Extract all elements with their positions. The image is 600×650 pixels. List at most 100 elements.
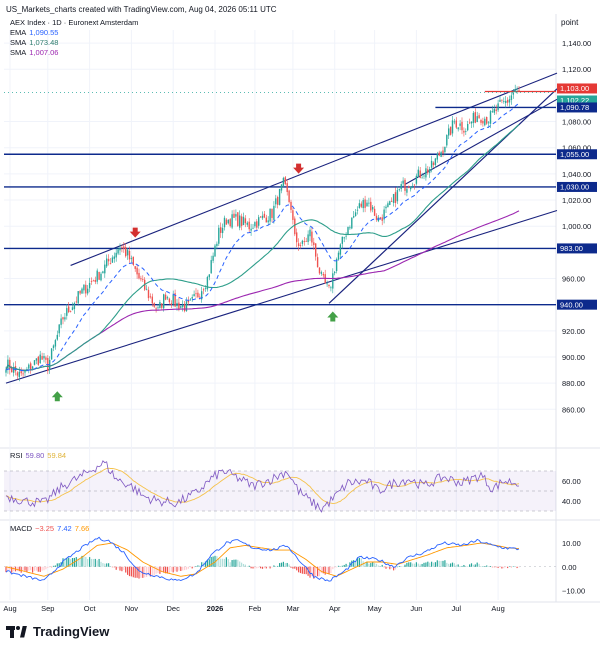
macd-histogram-bar xyxy=(191,566,193,569)
macd-signal-value: 7.66 xyxy=(74,524,90,533)
macd-histogram-bar xyxy=(39,566,41,572)
macd-histogram-bar xyxy=(518,566,520,568)
candle-body xyxy=(33,360,36,365)
candle-body xyxy=(12,367,15,373)
macd-histogram-bar xyxy=(296,566,298,571)
macd-histogram-bar xyxy=(121,566,123,572)
rsi-ma-line xyxy=(5,467,520,505)
moving-averages xyxy=(5,102,520,372)
candle-body xyxy=(442,150,444,154)
candle-body xyxy=(315,243,317,257)
candle-body xyxy=(373,208,376,216)
macd-histogram-bar xyxy=(313,566,315,579)
macd-y-tick-label: 10.00 xyxy=(562,539,581,548)
channel-lower-line xyxy=(5,209,558,384)
candle-body xyxy=(468,122,471,124)
candle-body xyxy=(87,288,89,294)
x-tick-label: Jun xyxy=(410,604,422,613)
candle-body xyxy=(461,121,463,131)
candle-body xyxy=(444,146,446,153)
macd-histogram-bar xyxy=(298,566,300,573)
macd-histogram-bar xyxy=(138,566,140,579)
macd-histogram-bar xyxy=(347,565,349,567)
macd-histogram-bar xyxy=(111,566,113,568)
y-tick-label: 900.00 xyxy=(562,353,585,362)
candle-body xyxy=(182,304,184,307)
candle-body xyxy=(406,188,408,193)
candle-body xyxy=(151,296,153,304)
candle-body xyxy=(472,112,475,123)
candle-body xyxy=(455,120,457,128)
macd-histogram-bar xyxy=(396,566,398,568)
macd-histogram-bar xyxy=(282,561,284,567)
candle-body xyxy=(313,242,315,246)
macd-histogram-bar xyxy=(265,566,267,569)
candle-body xyxy=(206,276,209,290)
candle-body xyxy=(385,206,387,209)
candle-body xyxy=(360,203,362,207)
macd-histogram-bar xyxy=(115,566,117,570)
candle-body xyxy=(5,370,7,373)
macd-histogram-bar xyxy=(193,566,195,568)
macd-histogram-bar xyxy=(343,564,345,567)
support-trendline xyxy=(328,88,558,304)
macd-histogram-bar xyxy=(305,566,307,575)
macd-histogram-bar xyxy=(123,566,125,571)
candle-body xyxy=(208,274,210,278)
macd-histogram-bar xyxy=(229,562,231,567)
price-label-bg xyxy=(557,102,597,113)
macd-histogram-bar xyxy=(356,558,359,567)
macd-histogram-bar xyxy=(70,559,72,567)
macd-histogram-bar xyxy=(271,566,273,568)
macd-histogram-bar xyxy=(341,565,343,567)
macd-histogram-bar xyxy=(446,562,448,567)
macd-histogram-bar xyxy=(499,566,501,568)
macd-histogram-bar xyxy=(185,566,188,570)
candle-body xyxy=(286,183,288,192)
candle-body xyxy=(413,184,416,186)
macd-y-tick-label: 0.00 xyxy=(562,563,577,572)
candle-body xyxy=(474,112,476,123)
candle-body xyxy=(311,231,313,243)
macd-histogram-bar xyxy=(51,566,53,568)
macd-histogram-bar xyxy=(81,555,83,567)
candle-body xyxy=(56,334,58,340)
macd-histogram-bar xyxy=(514,566,516,567)
candle-body xyxy=(145,288,148,290)
candle-body xyxy=(242,216,245,226)
candle-body xyxy=(328,284,330,287)
macd-histogram-bar xyxy=(246,566,248,567)
candle-body xyxy=(191,297,193,299)
candle-body xyxy=(339,244,342,255)
candle-body xyxy=(294,218,296,235)
candle-body xyxy=(9,359,11,370)
candle-body xyxy=(170,303,172,305)
macd-histogram-bar xyxy=(263,566,265,569)
rsi-value: 59.80 xyxy=(25,451,45,460)
candle-body xyxy=(225,219,228,225)
macd-histogram-bar xyxy=(484,566,486,567)
candle-body xyxy=(39,354,41,364)
candle-body xyxy=(446,134,448,146)
macd-histogram-bar xyxy=(233,559,235,567)
macd-histogram-bar xyxy=(195,566,197,567)
macd-histogram-bar xyxy=(286,562,288,567)
macd-histogram-bar xyxy=(427,561,429,567)
macd-histogram-bar xyxy=(332,566,334,570)
candle-body xyxy=(381,217,383,221)
candle-body xyxy=(193,294,195,297)
candle-body xyxy=(301,240,304,244)
candle-body xyxy=(223,217,226,228)
macd-histogram-bar xyxy=(467,566,469,567)
candle-body xyxy=(334,271,336,274)
candle-body xyxy=(457,127,459,130)
macd-histogram-bar xyxy=(461,565,463,567)
candle-body xyxy=(449,126,452,135)
sma-slow-value: 1,007.06 xyxy=(29,48,59,57)
macd-histogram-bar xyxy=(366,561,368,567)
macd-histogram-bar xyxy=(432,562,435,567)
macd-histogram-bar xyxy=(117,566,119,569)
macd-histogram-bar xyxy=(440,560,442,567)
candle-body xyxy=(463,130,465,133)
candle-body xyxy=(220,227,222,233)
